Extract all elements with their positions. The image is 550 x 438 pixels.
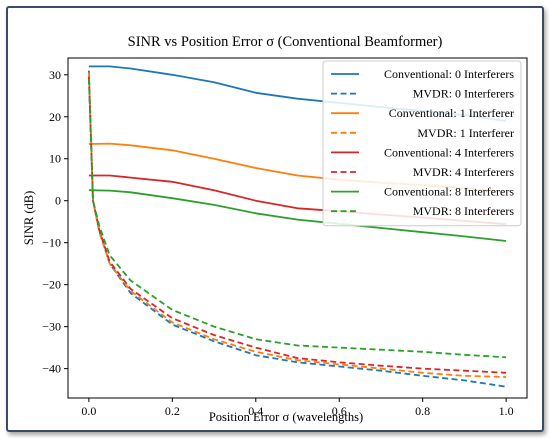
legend-label-1: MVDR: 0 Interferers xyxy=(413,87,515,101)
legend-label-0: Conventional: 0 Interferers xyxy=(384,67,514,81)
x-axis-label: Position Error σ (wavelengths) xyxy=(209,410,363,424)
legend: Conventional: 0 Interferers MVDR: 0 Inter… xyxy=(322,60,522,227)
y-tick-label: −10 xyxy=(42,236,61,250)
legend-label-6: Conventional: 8 Interferers xyxy=(384,185,514,199)
legend-label-2: Conventional: 1 Interferer xyxy=(389,106,514,120)
legend-box xyxy=(322,60,522,227)
legend-label-5: MVDR: 4 Interferers xyxy=(413,165,515,179)
series-line-3 xyxy=(88,72,507,378)
y-tick-label: 0 xyxy=(55,194,61,208)
y-tick-label: 10 xyxy=(49,152,61,166)
y-tick-label: 20 xyxy=(49,110,61,124)
y-axis-label: SINR (dB) xyxy=(22,191,36,246)
y-tick-label: −40 xyxy=(42,362,61,376)
x-tick-label: 0.0 xyxy=(81,404,96,418)
x-tick-label: 0.2 xyxy=(165,404,180,418)
y-tick-label: 30 xyxy=(49,68,61,82)
series-line-7 xyxy=(88,78,507,359)
x-tick-label: 0.4 xyxy=(248,404,263,418)
x-tick-label: 0.8 xyxy=(415,404,430,418)
series-line-5 xyxy=(88,76,507,374)
legend-label-3: MVDR: 1 Interferer xyxy=(417,126,514,140)
x-tick-label: 1.0 xyxy=(499,404,514,418)
chart-title: SINR vs Position Error σ (Conventional B… xyxy=(128,34,443,50)
x-tick-label: 0.6 xyxy=(332,404,347,418)
legend-label-7: MVDR: 8 Interferers xyxy=(413,204,515,218)
legend-label-4: Conventional: 4 Interferers xyxy=(384,145,514,159)
axes-frame xyxy=(67,57,528,399)
y-tick-label: −20 xyxy=(42,278,61,292)
y-tick-label: −30 xyxy=(42,320,61,334)
series-line-6 xyxy=(88,189,507,242)
